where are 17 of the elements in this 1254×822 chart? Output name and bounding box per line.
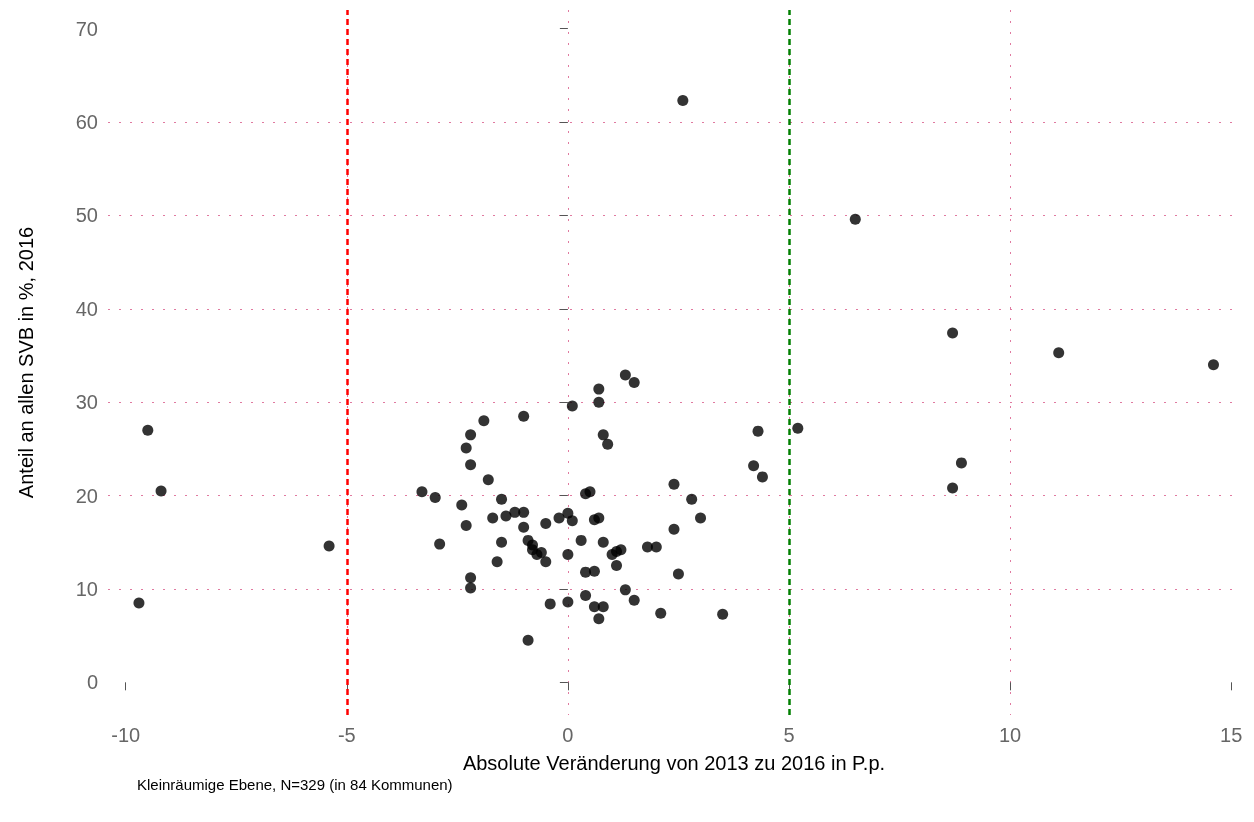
y-tick-label: 50 [75,204,98,227]
x-tick-label: -10 [111,724,141,746]
x-tick-label: 5 [783,724,795,746]
y-tick-label: 70 [75,17,98,40]
x-tick-label: 10 [998,724,1022,746]
y-tick-label: 60 [75,111,98,134]
x-tick-label: -5 [337,724,356,746]
y-tick-label: 10 [75,577,98,600]
x-axis-title: Absolute Veränderung von 2013 zu 2016 in P.p. [462,752,886,774]
y-tick-label: 30 [75,391,98,414]
x-tick-label: 0 [562,724,574,746]
y-axis-title: Anteil an allen SVB in %, 2016 [15,226,37,499]
x-tick-label: 15 [1220,724,1243,746]
text: Kleinräumige Ebene, N=329 (in 84 Kommunen) [137,776,453,793]
y-tick-label: 40 [75,297,98,320]
y-tick-label: 0 [86,671,98,694]
y-tick-label: 20 [75,484,98,507]
